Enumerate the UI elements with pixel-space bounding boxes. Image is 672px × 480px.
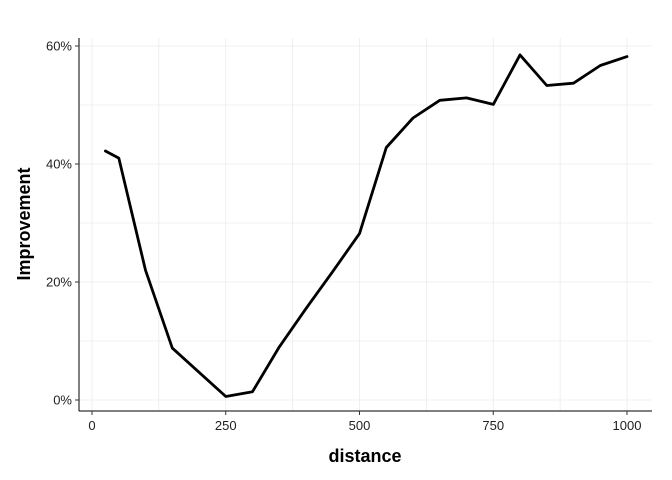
x-tick-label: 750 — [482, 418, 504, 433]
grid-lines — [79, 38, 652, 411]
y-tick-label: 40% — [46, 157, 72, 172]
x-tick-label: 1000 — [613, 418, 642, 433]
y-axis-ticks: 0% 20% 40% 60% — [46, 39, 79, 408]
axes — [78, 38, 652, 412]
x-axis-title: distance — [328, 446, 401, 466]
x-tick-label: 500 — [349, 418, 371, 433]
y-tick-label: 60% — [46, 39, 72, 54]
series-line — [104, 53, 629, 398]
x-tick-label: 0 — [88, 418, 95, 433]
series-group — [104, 53, 629, 398]
y-tick-label: 20% — [46, 275, 72, 290]
x-tick-label: 250 — [215, 418, 237, 433]
y-tick-label: 0% — [53, 393, 72, 408]
x-axis-ticks: 0 250 500 750 1000 — [88, 411, 641, 433]
y-axis-title: Improvement — [14, 167, 34, 280]
